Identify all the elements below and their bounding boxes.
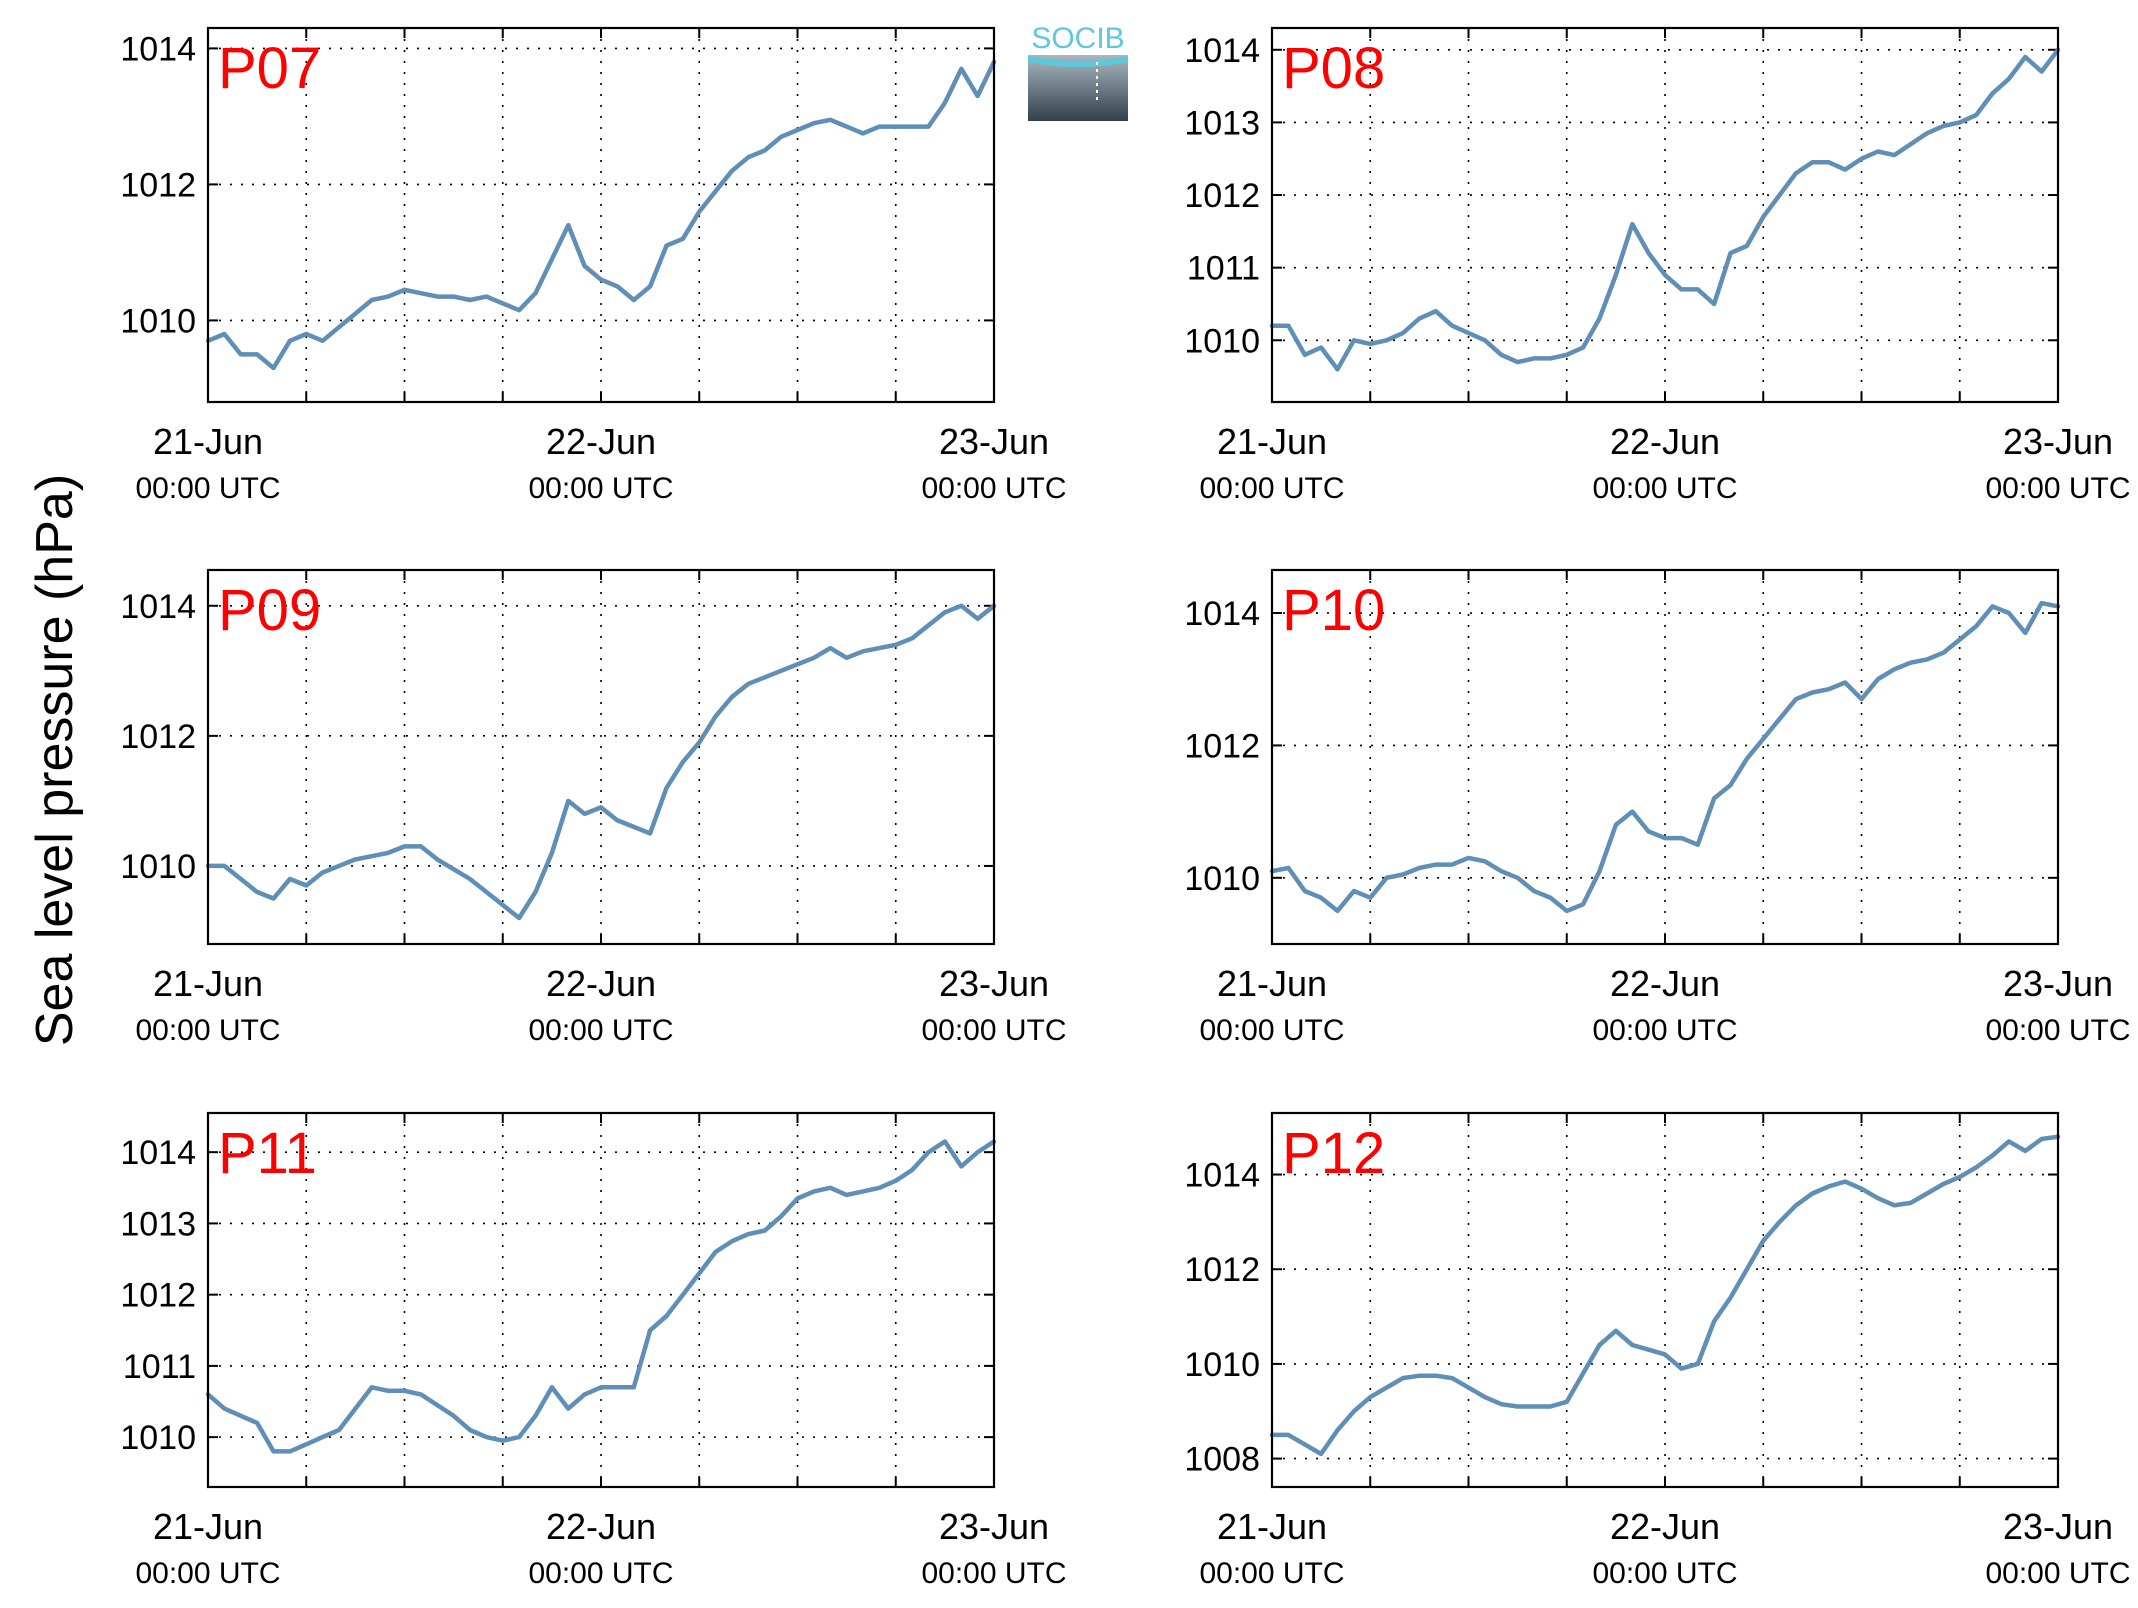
series-line-p12 <box>1269 1134 2061 1457</box>
x-tick-sublabel: 00:00 UTC <box>1199 472 1344 505</box>
y-tick-label: 1012 <box>120 718 196 756</box>
y-tick-label: 1014 <box>120 588 196 626</box>
y-tick-label: 1014 <box>1184 32 1260 70</box>
x-tick-sublabel: 00:00 UTC <box>135 1557 280 1590</box>
y-tick-label: 1012 <box>120 1277 196 1315</box>
x-tick-sublabel: 00:00 UTC <box>528 472 673 505</box>
panel-p08: 1010 1011 1012 1013 1014 P08 21-Jun 00:00 UTC 22… <box>1184 26 2131 505</box>
x-tick-label: 23-Jun <box>2003 1506 2113 1547</box>
x-tick-label: 23-Jun <box>2003 963 2113 1004</box>
x-tick-sublabel: 00:00 UTC <box>135 472 280 505</box>
x-tick-label: 21-Jun <box>153 421 263 462</box>
y-tick-label: 1011 <box>123 1348 196 1386</box>
x-tick-sublabel: 00:00 UTC <box>1985 472 2130 505</box>
x-tick-sublabel: 00:00 UTC <box>1592 472 1737 505</box>
y-tick-label: 1013 <box>120 1205 196 1243</box>
x-tick-label: 22-Jun <box>546 1506 656 1547</box>
y-tick-label: 1010 <box>120 1419 196 1457</box>
series-line-p11 <box>205 1139 997 1454</box>
y-tick-label: 1011 <box>1187 250 1260 288</box>
x-tick-sublabel: 00:00 UTC <box>921 1557 1066 1590</box>
x-tick-sublabel: 00:00 UTC <box>528 1557 673 1590</box>
y-tick-label: 1012 <box>1184 177 1260 215</box>
axes-frame <box>1270 568 2060 946</box>
y-tick-label: 1012 <box>1184 727 1260 765</box>
y-tick-label: 1014 <box>120 1134 196 1172</box>
x-tick-label: 22-Jun <box>546 421 656 462</box>
axes-frame <box>1270 1111 2060 1489</box>
x-tick-sublabel: 00:00 UTC <box>1592 1014 1737 1047</box>
y-tick-label: 1014 <box>1184 1157 1260 1195</box>
x-tick-label: 22-Jun <box>1610 1506 1720 1547</box>
y-tick-label: 1012 <box>1184 1251 1260 1289</box>
x-tick-label: 23-Jun <box>939 1506 1049 1547</box>
panel-title: P09 <box>218 578 321 643</box>
x-tick-sublabel: 00:00 UTC <box>1199 1014 1344 1047</box>
x-tick-label: 21-Jun <box>1217 963 1327 1004</box>
x-tick-label: 23-Jun <box>939 421 1049 462</box>
x-tick-sublabel: 00:00 UTC <box>1985 1014 2130 1047</box>
panels: 1010 1012 1014 P07 21-Jun 00:00 UTC 22-Jun 00:0… <box>120 26 2131 1590</box>
y-tick-label: 1010 <box>1184 1346 1260 1384</box>
panel-p09: 1010 1012 1014 P09 21-Jun 00:00 UTC 22-Jun 00:0… <box>120 568 1067 1047</box>
y-tick-label: 1010 <box>1184 860 1260 898</box>
y-tick-label: 1008 <box>1184 1441 1260 1479</box>
axes-frame <box>1270 26 2060 404</box>
logo-wave <box>1028 56 1128 67</box>
axes-frame <box>206 1111 996 1489</box>
axes-frame <box>206 568 996 946</box>
y-tick-label: 1014 <box>120 30 196 68</box>
panel-title: P11 <box>218 1121 317 1186</box>
x-tick-sublabel: 00:00 UTC <box>528 1014 673 1047</box>
socib-logo: SOCIB <box>1028 22 1128 121</box>
x-tick-label: 22-Jun <box>546 963 656 1004</box>
y-tick-label: 1013 <box>1184 104 1260 142</box>
x-tick-sublabel: 00:00 UTC <box>1199 1557 1344 1590</box>
y-tick-label: 1010 <box>120 302 196 340</box>
x-tick-sublabel: 00:00 UTC <box>921 1014 1066 1047</box>
axes-frame <box>206 26 996 404</box>
panel-p10: 1010 1012 1014 P10 21-Jun 00:00 UTC 22-Jun 00:0… <box>1184 568 2131 1047</box>
panel-p12: 1008 1010 1012 1014 P12 21-Jun 00:00 UTC 22-Jun… <box>1184 1111 2131 1590</box>
panel-title: P08 <box>1282 36 1385 101</box>
x-tick-label: 21-Jun <box>153 963 263 1004</box>
y-tick-label: 1010 <box>120 848 196 886</box>
x-tick-sublabel: 00:00 UTC <box>1985 1557 2130 1590</box>
series-line-p10 <box>1269 600 2061 914</box>
x-tick-label: 21-Jun <box>153 1506 263 1547</box>
x-tick-sublabel: 00:00 UTC <box>921 472 1066 505</box>
x-tick-label: 22-Jun <box>1610 963 1720 1004</box>
panel-title: P07 <box>218 36 321 101</box>
y-tick-label: 1012 <box>120 166 196 204</box>
logo-text: SOCIB <box>1031 22 1124 55</box>
panel-p11: 1010 1011 1012 1013 1014 P11 21-Jun 00:00 UTC 22… <box>120 1111 1067 1590</box>
x-tick-label: 21-Jun <box>1217 421 1327 462</box>
panel-title: P10 <box>1282 578 1385 643</box>
series-line-p07 <box>205 59 997 371</box>
y-axis-label: Sea level pressure (hPa) <box>26 474 84 1046</box>
x-tick-label: 23-Jun <box>2003 421 2113 462</box>
panel-p07: 1010 1012 1014 P07 21-Jun 00:00 UTC 22-Jun 00:0… <box>120 26 1067 505</box>
y-tick-label: 1010 <box>1184 322 1260 360</box>
x-tick-sublabel: 00:00 UTC <box>135 1014 280 1047</box>
x-tick-label: 21-Jun <box>1217 1506 1327 1547</box>
x-tick-label: 23-Jun <box>939 963 1049 1004</box>
panel-title: P12 <box>1282 1121 1385 1186</box>
x-tick-sublabel: 00:00 UTC <box>1592 1557 1737 1590</box>
x-tick-label: 22-Jun <box>1610 421 1720 462</box>
y-tick-label: 1014 <box>1184 595 1260 633</box>
series-line-p09 <box>205 603 997 921</box>
series-line-p08 <box>1269 47 2061 372</box>
